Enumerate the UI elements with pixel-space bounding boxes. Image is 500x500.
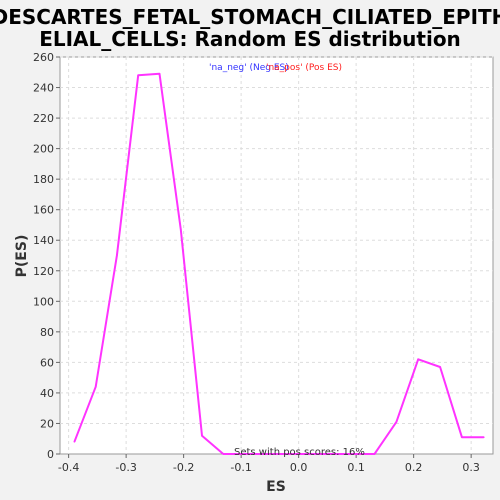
es-distribution-line (73, 72, 484, 455)
data-point (350, 453, 352, 455)
data-point (222, 453, 225, 455)
data-point (243, 453, 246, 455)
x-axis-label: ES (266, 479, 286, 495)
y-tick-label: 200 (33, 143, 54, 156)
x-tick-label: 0.3 (462, 461, 480, 474)
y-tick-label: 60 (40, 356, 54, 369)
data-point (286, 453, 288, 455)
data-point (395, 421, 398, 423)
chart-title-line-2: ELIAL_CELLS: Random ES distribution (39, 27, 461, 51)
data-point (201, 434, 203, 437)
y-tick-label: 260 (33, 51, 54, 64)
y-tick-label: 180 (33, 173, 54, 186)
y-tick-label: 120 (33, 265, 54, 278)
series-line (73, 72, 485, 455)
data-point (73, 441, 76, 443)
legend-neg-label: 'na_neg' (Neg ES) (209, 63, 289, 73)
data-point (180, 228, 182, 231)
data-point (307, 453, 310, 455)
x-tick-label: 0.1 (347, 461, 365, 474)
x-tick-label: -0.1 (230, 461, 251, 474)
axis-ticks: 0 20 40 60 80 100 120 140 160 180 200 220 240 260 -0.4… (33, 51, 480, 474)
y-tick-label: 0 (47, 448, 54, 461)
data-point (137, 74, 139, 77)
x-tick-label: 0.2 (405, 461, 423, 474)
y-axis-label: P(ES) (14, 235, 30, 278)
x-tick-label: -0.3 (115, 461, 136, 474)
x-tick-label: 0.0 (290, 461, 308, 474)
y-tick-label: 160 (33, 204, 54, 217)
data-point (158, 73, 161, 75)
x-tick-label: -0.4 (58, 461, 79, 474)
y-tick-label: 40 (40, 387, 54, 400)
legend-pos-label: 'na_pos' (Pos ES) (266, 63, 342, 73)
pos-scores-annotation: Sets with pos scores: 16% (234, 447, 365, 458)
y-tick-label: 80 (40, 326, 54, 339)
y-tick-label: 140 (33, 234, 54, 247)
y-tick-label: 100 (33, 295, 54, 308)
data-point (373, 453, 376, 455)
plot-area (59, 56, 494, 455)
data-point (483, 436, 485, 439)
y-tick-label: 20 (40, 417, 54, 430)
data-point (439, 366, 441, 368)
x-tick-label: -0.2 (173, 461, 194, 474)
data-point (116, 254, 118, 257)
y-tick-label: 220 (33, 112, 54, 125)
data-point (94, 386, 97, 388)
data-point (265, 453, 267, 455)
data-point (417, 358, 420, 361)
chart-title-line-1: DESCARTES_FETAL_STOMACH_CILIATED_EPITH (0, 5, 500, 29)
data-point (461, 436, 463, 439)
y-tick-label: 240 (33, 82, 54, 95)
data-point (328, 453, 331, 455)
